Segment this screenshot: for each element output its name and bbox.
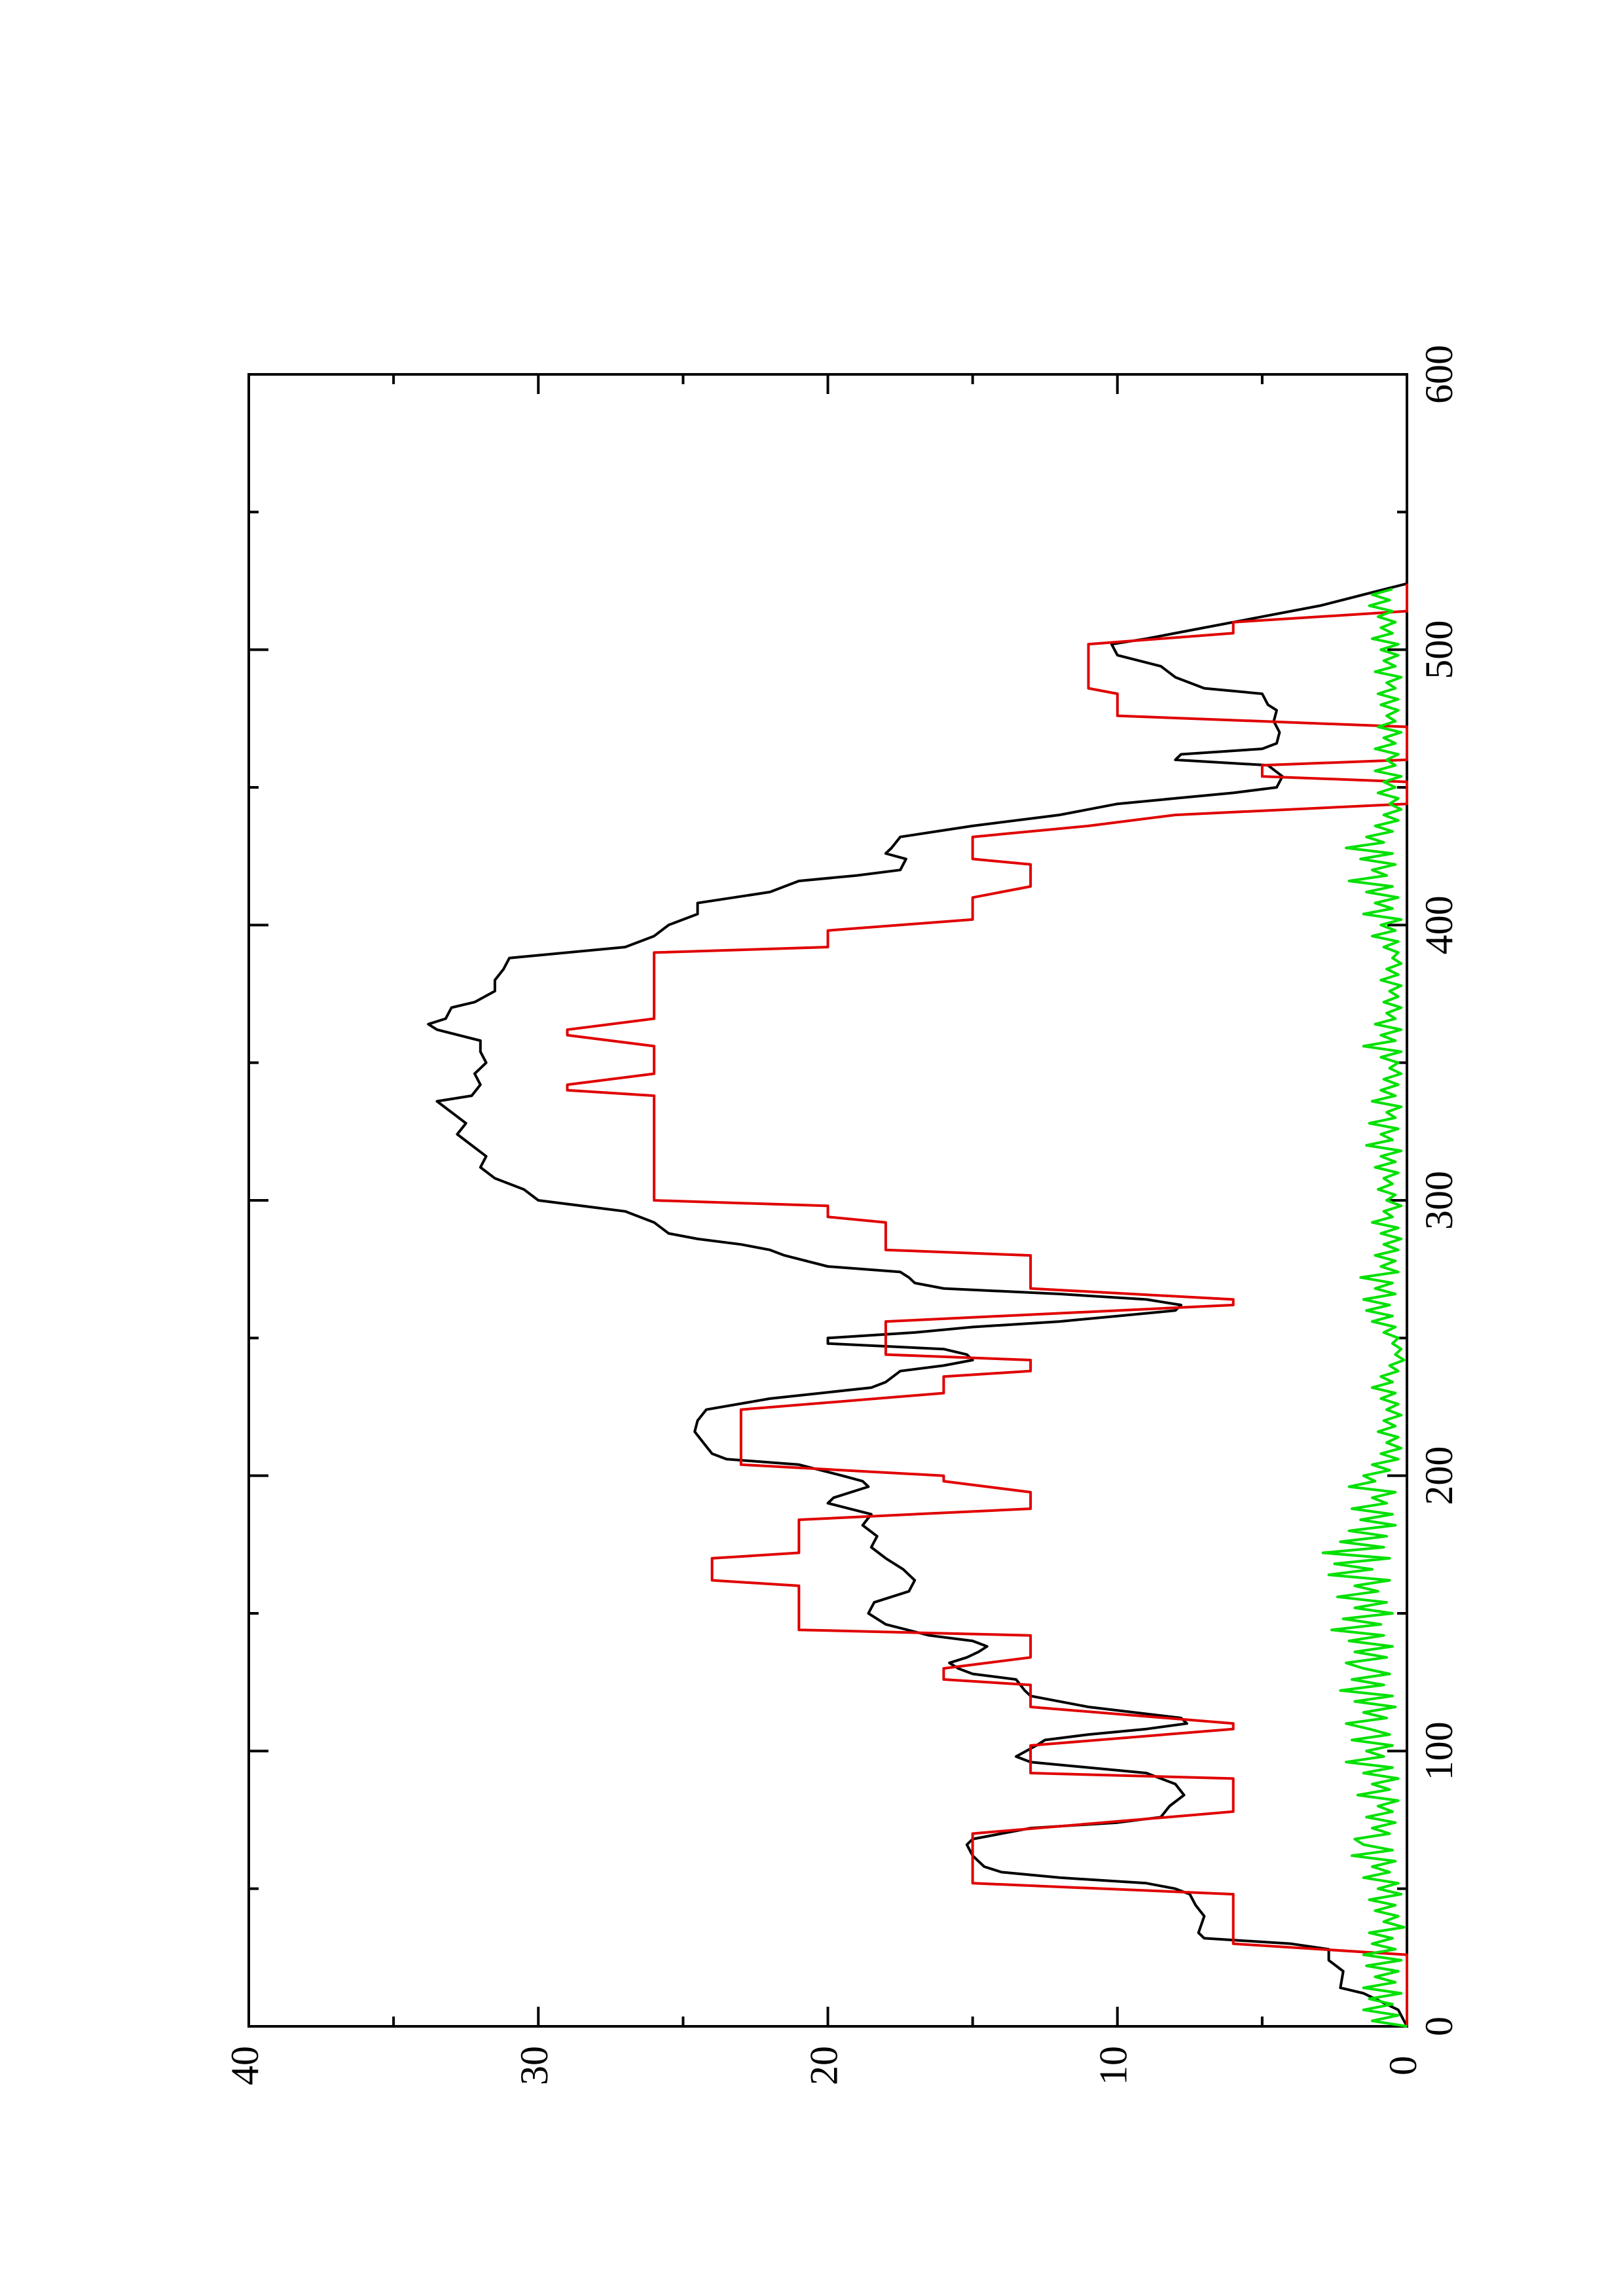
axis-tick-labels: 0 100 200 300 400 500 600 0 10 20 30 40 xyxy=(223,345,1461,2085)
axis-ticks xyxy=(247,373,1408,2028)
series-black-line xyxy=(427,582,1408,2027)
y-tick-label: 0 xyxy=(1381,2056,1425,2075)
y-tick-label: 30 xyxy=(513,2046,556,2085)
y-tick-label: 40 xyxy=(223,2046,266,2085)
data-series xyxy=(427,582,1408,2028)
y-tick-label: 10 xyxy=(1092,2046,1135,2085)
series-green-line xyxy=(1321,588,1408,2028)
x-tick-label: 400 xyxy=(1417,895,1461,954)
x-tick-label: 500 xyxy=(1417,620,1461,679)
x-tick-label: 100 xyxy=(1417,1721,1461,1780)
y-tick-label: 20 xyxy=(802,2046,845,2085)
series-red-line xyxy=(566,583,1408,2026)
x-tick-label: 600 xyxy=(1417,345,1461,404)
x-tick-label: 200 xyxy=(1417,1446,1461,1505)
x-tick-label: 300 xyxy=(1417,1171,1461,1230)
x-tick-label: 0 xyxy=(1417,2017,1461,2036)
